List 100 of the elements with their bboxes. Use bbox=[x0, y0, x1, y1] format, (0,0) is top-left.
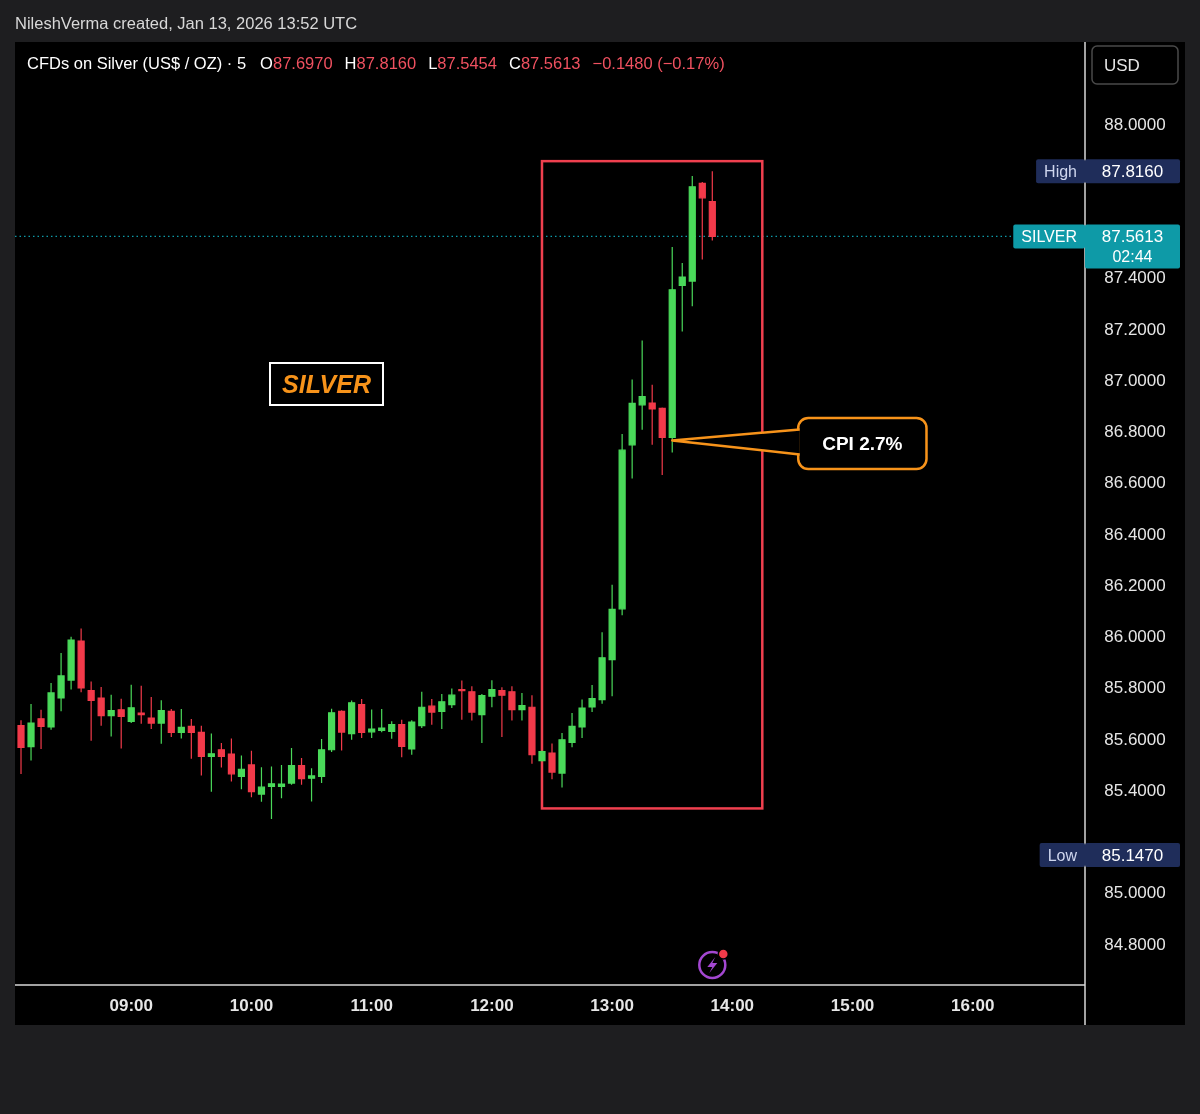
candlestick bbox=[398, 719, 406, 758]
text: 87.5613 bbox=[1101, 226, 1164, 246]
x-tick-label: 13:00 bbox=[590, 995, 634, 1015]
x-tick-label: 11:00 bbox=[350, 995, 393, 1015]
annotation: −0.1480 (−0.17%) bbox=[592, 54, 725, 72]
candlestick bbox=[127, 684, 135, 724]
candlestick bbox=[137, 685, 145, 725]
annotation: CPI 2.7% bbox=[822, 432, 903, 454]
candlestick bbox=[247, 750, 256, 798]
candlestick bbox=[578, 698, 586, 739]
candlestick bbox=[177, 708, 185, 740]
candlestick bbox=[97, 686, 105, 727]
candlestick bbox=[508, 685, 516, 722]
y-tick-label: 85.8000 bbox=[1104, 678, 1166, 698]
candlestick bbox=[638, 339, 646, 431]
y-tick-label: 86.8000 bbox=[1104, 422, 1166, 441]
candlestick bbox=[618, 433, 626, 616]
y-tick-label: 86.6000 bbox=[1104, 473, 1166, 493]
candlestick bbox=[438, 693, 446, 730]
candlestick bbox=[147, 696, 155, 730]
candlestick bbox=[297, 757, 306, 786]
candlestick bbox=[558, 732, 566, 789]
ref-line-label: SILVER bbox=[1021, 227, 1077, 245]
candlestick bbox=[107, 694, 115, 738]
candlestick bbox=[698, 181, 706, 261]
text: NileshVerma created, Jan 13, 2026 13:52 UTC bbox=[15, 14, 358, 32]
candlestick bbox=[468, 685, 476, 722]
y-tick-label: 85.0000 bbox=[1104, 883, 1166, 903]
candlestick bbox=[267, 765, 276, 820]
candlestick bbox=[307, 767, 316, 803]
x-tick-label: 14:00 bbox=[710, 995, 755, 1015]
candlestick bbox=[668, 246, 676, 454]
candlestick bbox=[688, 175, 696, 307]
candlestick bbox=[478, 693, 486, 744]
candlestick bbox=[17, 719, 25, 775]
candlestick bbox=[227, 737, 235, 783]
candlestick bbox=[47, 682, 55, 731]
y-tick-label: 86.0000 bbox=[1104, 627, 1166, 646]
candlestick bbox=[117, 698, 125, 750]
candlestick bbox=[608, 584, 616, 697]
text: CFDs on Silver (US$ / OZ) · 5 bbox=[27, 54, 247, 72]
currency-button: USD bbox=[1091, 45, 1179, 85]
candlestick bbox=[628, 378, 636, 479]
candlestick bbox=[368, 708, 376, 739]
annotation: Low bbox=[1047, 846, 1078, 864]
candlestick bbox=[338, 709, 346, 752]
candlestick bbox=[358, 698, 366, 739]
candlestick bbox=[327, 708, 336, 753]
candlestick bbox=[418, 691, 426, 729]
candlestick bbox=[287, 747, 296, 786]
candlestick bbox=[157, 699, 165, 745]
candlestick bbox=[548, 743, 556, 780]
candlestick bbox=[658, 406, 666, 476]
candlestick bbox=[37, 709, 45, 750]
annotation: High bbox=[1044, 162, 1077, 180]
candlestick bbox=[317, 738, 326, 784]
y-tick-label: 87.0000 bbox=[1104, 370, 1166, 390]
y-tick-label: 86.2000 bbox=[1104, 575, 1166, 595]
x-tick-label: 15:00 bbox=[830, 995, 875, 1015]
text: 02:44 bbox=[1112, 247, 1153, 265]
candlestick bbox=[498, 686, 506, 738]
candlestick bbox=[648, 384, 656, 446]
annotation: SILVER bbox=[282, 370, 371, 398]
candlestick bbox=[598, 631, 606, 705]
candlestick bbox=[348, 699, 356, 741]
candlestick bbox=[708, 170, 716, 242]
text: 85.1470 bbox=[1101, 845, 1164, 865]
candlestick bbox=[197, 725, 205, 776]
candlestick bbox=[488, 679, 496, 708]
candlestick bbox=[428, 698, 436, 726]
x-tick-label: 16:00 bbox=[951, 995, 995, 1015]
candlestick bbox=[167, 708, 175, 738]
annotation: O87.6970 bbox=[260, 54, 333, 72]
candlestick bbox=[518, 692, 526, 722]
candlestick bbox=[458, 679, 466, 721]
candlestick bbox=[57, 652, 65, 712]
candlestick bbox=[388, 720, 396, 740]
y-tick-label: 84.8000 bbox=[1104, 934, 1166, 954]
annotation: L87.5454 bbox=[428, 54, 497, 72]
x-tick-label: 12:00 bbox=[470, 995, 514, 1015]
y-tick-label: 87.2000 bbox=[1104, 319, 1166, 339]
candlestick bbox=[408, 719, 416, 756]
candlestick bbox=[217, 742, 225, 769]
candlestick bbox=[27, 703, 35, 762]
y-tick-label: 86.4000 bbox=[1104, 524, 1166, 544]
y-tick-label: 88.0000 bbox=[1104, 114, 1166, 134]
candlestick bbox=[187, 718, 195, 760]
candlestick bbox=[77, 627, 85, 693]
candlestick bbox=[538, 749, 546, 763]
candlestick bbox=[378, 708, 386, 733]
annotation: C87.5613 bbox=[508, 54, 581, 72]
candlestick bbox=[568, 712, 576, 748]
x-tick-label: 10:00 bbox=[229, 995, 274, 1015]
text: 87.8160 bbox=[1101, 161, 1164, 181]
candlestick bbox=[67, 636, 75, 691]
candlestick bbox=[207, 733, 215, 793]
candlestick bbox=[237, 754, 246, 790]
candlestick bbox=[277, 764, 286, 799]
candlestick bbox=[678, 262, 686, 333]
y-tick-label: 85.6000 bbox=[1104, 729, 1166, 749]
